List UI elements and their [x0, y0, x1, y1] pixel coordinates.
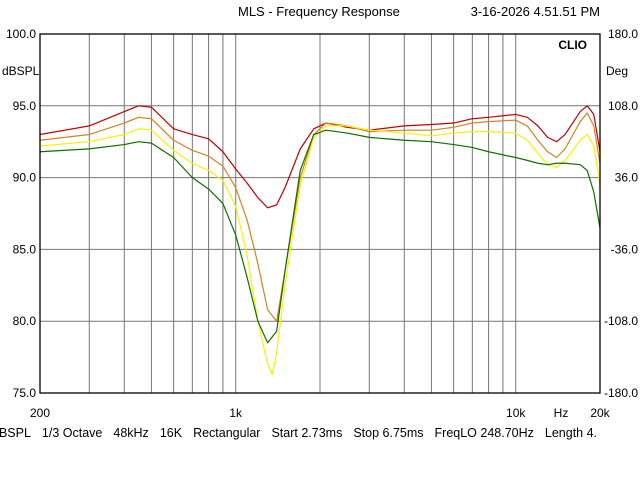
- x-tick-label: 200: [30, 406, 50, 420]
- footer-item: FreqLO 248.70Hz: [434, 426, 534, 440]
- footer-bar: dBSPL 1/3 Octave 48kHz 16K Rectangular Start …: [0, 426, 640, 440]
- y2-tick-label: -180.0: [604, 386, 638, 400]
- x-tick-label: 10k: [506, 406, 526, 420]
- chart-title: MLS - Frequency Response: [238, 4, 400, 19]
- brand-label: CLIO: [558, 38, 587, 52]
- series-line-4: [39, 129, 601, 344]
- footer-item: 48kHz: [113, 426, 149, 440]
- footer-item: 16K: [159, 426, 183, 440]
- y2-tick-label: -108.0: [604, 314, 638, 328]
- footer-item: Start 2.73ms: [271, 426, 343, 440]
- y2-tick-label: -36.0: [611, 242, 639, 256]
- y-tick-label: 80.0: [13, 314, 37, 328]
- x-tick-label: 1k: [229, 406, 243, 420]
- y2-axis-label: Deg: [606, 64, 628, 78]
- plot-frame: [39, 33, 601, 394]
- y-tick-label: 90.0: [13, 171, 37, 185]
- y-tick-label: 100.0: [6, 27, 36, 41]
- y-axis-label: dBSPL: [2, 64, 40, 78]
- chart-datetime: 3-16-2026 4.51.51 PM: [470, 4, 600, 19]
- y-tick-label: 95.0: [13, 99, 37, 113]
- footer-item: 1/3 Octave: [41, 426, 103, 440]
- y2-tick-label: 180.0: [608, 27, 638, 41]
- x-axis-unit: Hz: [554, 406, 569, 420]
- series-line-2: [39, 112, 601, 322]
- footer-item: dBSPL: [0, 426, 31, 440]
- y2-tick-label: 108.0: [608, 99, 638, 113]
- footer-item: Stop 6.75ms: [353, 426, 424, 440]
- title-bar: MLS - Frequency Response 3-16-2026 4.51.…: [0, 2, 640, 20]
- series-line-3: [39, 125, 601, 375]
- x-tick-label: 20k: [590, 406, 610, 420]
- footer-item: Rectangular: [193, 426, 261, 440]
- y-tick-label: 75.0: [13, 386, 37, 400]
- y-tick-label: 85.0: [13, 242, 37, 256]
- footer-item: Length 4.: [544, 426, 598, 440]
- y2-tick-label: 36.0: [615, 171, 639, 185]
